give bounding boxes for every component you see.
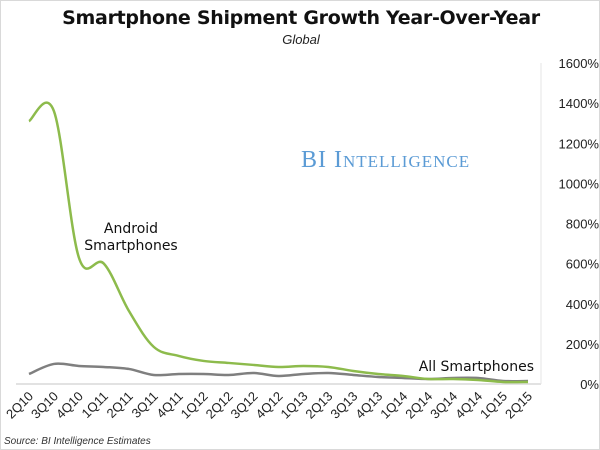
x-tick-label: 3Q10 (28, 389, 61, 422)
series-line-android-smartphones (28, 101, 529, 384)
x-tick-label: 4Q11 (153, 389, 185, 421)
chart-title: Smartphone Shipment Growth Year-Over-Yea… (62, 7, 540, 29)
x-tick-label: 2Q12 (203, 389, 236, 422)
x-tick-label: 1Q11 (79, 389, 111, 421)
x-tick-label: 2Q11 (104, 389, 136, 421)
x-tick-label: 2Q13 (302, 389, 335, 422)
y-tick-label: 1200% (559, 136, 600, 151)
y-tick-label: 800% (566, 217, 600, 232)
x-tick-label: 4Q12 (253, 389, 286, 422)
x-tick-label: 3Q11 (128, 389, 160, 421)
x-tick-label: 1Q15 (477, 389, 510, 422)
series-label-android: Android (104, 221, 158, 237)
x-tick-label: 4Q14 (452, 389, 485, 422)
x-tick-label: 1Q13 (277, 389, 310, 422)
y-tick-label: 1400% (559, 96, 600, 111)
x-tick-label: 1Q14 (377, 389, 410, 422)
x-tick-label: 3Q14 (427, 389, 460, 422)
watermark-logo: BI Intelligence (301, 147, 471, 173)
y-tick-label: 400% (566, 297, 600, 312)
x-tick-label: 2Q14 (402, 389, 435, 422)
y-tick-label: 1000% (559, 176, 600, 191)
y-tick-label: 600% (566, 257, 600, 272)
y-tick-label: 0% (580, 377, 599, 392)
y-tick-label: 200% (566, 337, 600, 352)
chart-subtitle: Global (282, 32, 320, 47)
x-tick-label: 3Q12 (228, 389, 261, 422)
x-tick-label: 4Q10 (53, 389, 86, 422)
x-tick-label: 2Q10 (3, 389, 36, 422)
source-note: Source: BI Intelligence Estimates (4, 436, 151, 447)
x-tick-label: 1Q12 (178, 389, 211, 422)
series-label-all: All Smartphones (419, 359, 534, 375)
series-label-android-2: Smartphones (84, 238, 177, 254)
x-tick-label: 3Q13 (327, 389, 360, 422)
x-tick-label: 2Q15 (502, 389, 535, 422)
y-tick-label: 1600% (559, 56, 600, 71)
x-tick-label: 4Q13 (352, 389, 385, 422)
